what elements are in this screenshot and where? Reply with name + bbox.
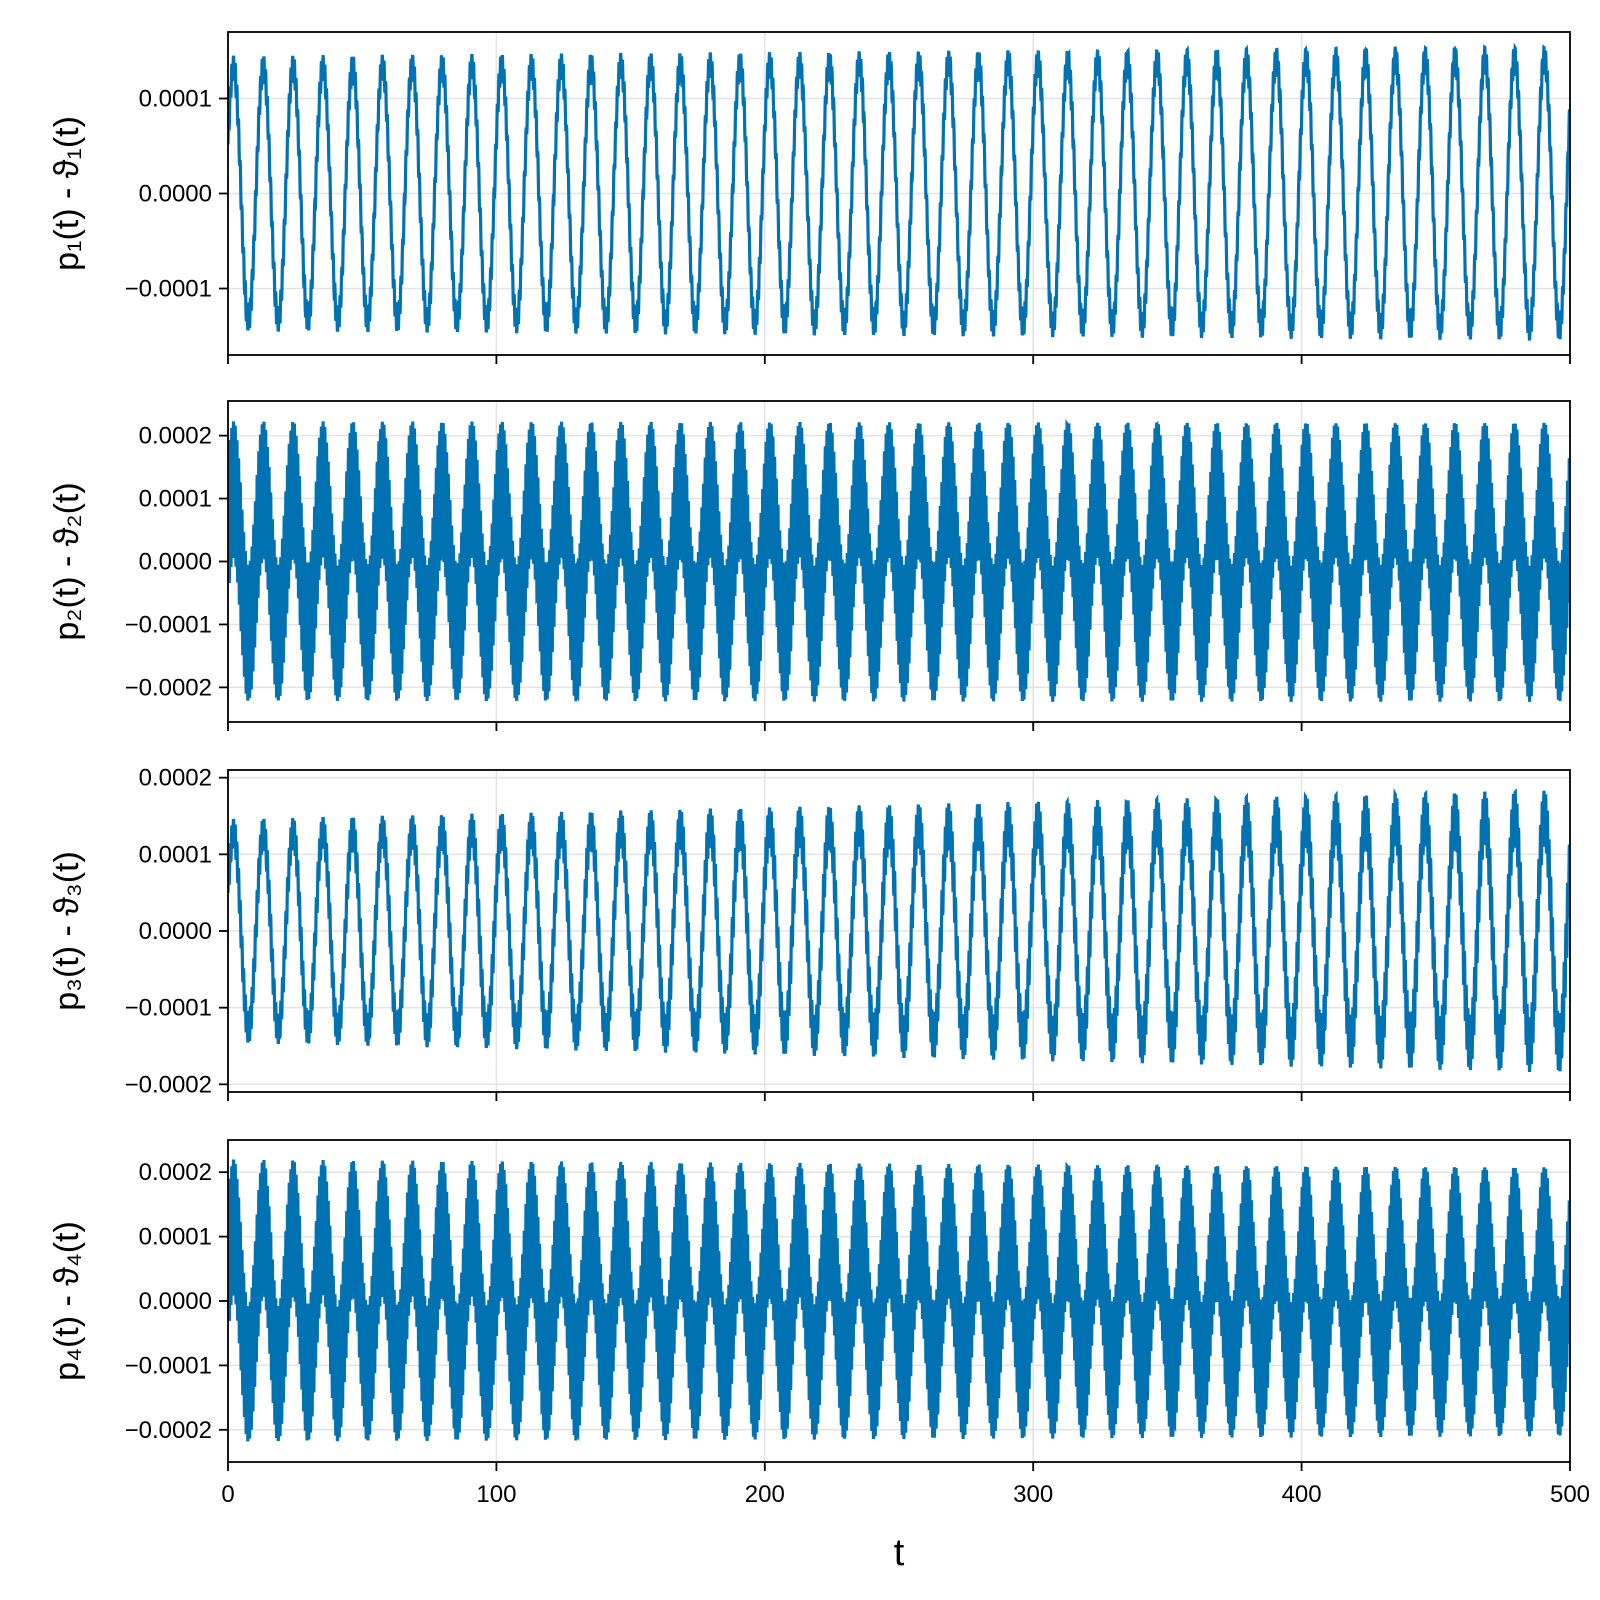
panel-4: 0.0002 0.0001 0.0000 −0.0001 −0.0002 p₄(t) - … xyxy=(48,1139,1590,1508)
panel-4-ytick-label-2: 0.0000 xyxy=(139,1288,212,1315)
panel-2-ytick-label-4: −0.0002 xyxy=(125,674,212,701)
panel-2-ytick-label-0: 0.0002 xyxy=(139,423,212,450)
xtick-label-4: 400 xyxy=(1282,1481,1322,1508)
panel-3-series-line xyxy=(228,787,1570,1072)
panel-1-ytick-label-2: −0.0001 xyxy=(125,276,212,303)
xtick-label-2: 200 xyxy=(745,1481,785,1508)
panel-1-series-line xyxy=(228,42,1570,341)
panel-1-ytick-label-1: 0.0000 xyxy=(139,181,212,208)
panel-3-ytick-label-4: −0.0002 xyxy=(125,1071,212,1098)
panel-4-ytick-label-3: −0.0001 xyxy=(125,1352,212,1379)
panel-3-ytick-label-2: 0.0000 xyxy=(139,918,212,945)
panel-4-series-line xyxy=(228,1159,1570,1442)
xtick-label-5: 500 xyxy=(1550,1481,1590,1508)
panel-4-ytick-label-0: 0.0002 xyxy=(139,1159,212,1186)
panel-2-ylabel: p₂(t) - ϑ₂(t) xyxy=(48,482,86,640)
panel-1-ylabel: p₁(t) - ϑ₁(t) xyxy=(48,116,86,271)
panel-2-ytick-label-3: −0.0001 xyxy=(125,611,212,638)
panel-4-ytick-label-1: 0.0001 xyxy=(139,1224,212,1251)
panel-3-ytick-label-1: 0.0001 xyxy=(139,841,212,868)
panel-2-ytick-label-2: 0.0000 xyxy=(139,549,212,576)
xlabel: t xyxy=(894,1532,905,1574)
panel-1-ytick-label-0: 0.0001 xyxy=(139,86,212,113)
panel-4-ytick-label-4: −0.0002 xyxy=(125,1417,212,1444)
panel-3: 0.0002 0.0001 0.0000 −0.0001 −0.0002 p₃(t) - … xyxy=(48,765,1571,1101)
panel-2-series-line xyxy=(228,419,1570,702)
xtick-label-3: 300 xyxy=(1013,1481,1053,1508)
xtick-label-0: 0 xyxy=(221,1481,234,1508)
xtick-label-1: 100 xyxy=(476,1481,516,1508)
panel-3-ytick-label-3: −0.0001 xyxy=(125,995,212,1022)
panel-1: 0.0001 0.0000 −0.0001 p₁(t) - ϑ₁(t) xyxy=(48,31,1571,364)
panel-2-ytick-label-1: 0.0001 xyxy=(139,486,212,513)
panel-2: 0.0002 0.0001 0.0000 −0.0001 −0.0002 p₂(t) - … xyxy=(48,400,1571,731)
panel-3-ytick-label-0: 0.0002 xyxy=(139,765,212,792)
panel-4-ylabel: p₄(t) - ϑ₄(t) xyxy=(48,1221,86,1381)
panel-3-ylabel: p₃(t) - ϑ₃(t) xyxy=(48,851,86,1011)
